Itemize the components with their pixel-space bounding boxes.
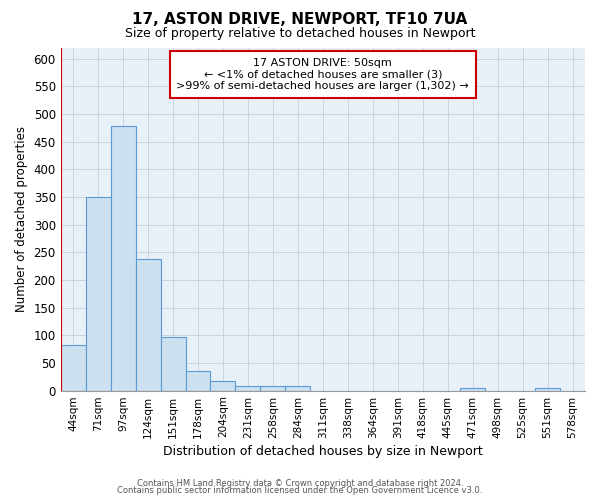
Bar [286, 386, 310, 390]
Text: Contains HM Land Registry data © Crown copyright and database right 2024.: Contains HM Land Registry data © Crown c… [137, 478, 463, 488]
Text: 17 ASTON DRIVE: 50sqm
← <1% of detached houses are smaller (3)
>99% of semi-deta: 17 ASTON DRIVE: 50sqm ← <1% of detached … [176, 58, 469, 91]
Bar [235, 386, 260, 390]
Bar [535, 388, 560, 390]
Bar [61, 344, 86, 391]
Y-axis label: Number of detached properties: Number of detached properties [15, 126, 28, 312]
Bar [185, 371, 211, 390]
X-axis label: Distribution of detached houses by size in Newport: Distribution of detached houses by size … [163, 444, 483, 458]
Bar [136, 260, 161, 390]
Text: Contains public sector information licensed under the Open Government Licence v3: Contains public sector information licen… [118, 486, 482, 495]
Bar [110, 126, 136, 390]
Text: Size of property relative to detached houses in Newport: Size of property relative to detached ho… [125, 28, 475, 40]
Bar [260, 386, 286, 390]
Bar [460, 388, 485, 390]
Text: 17, ASTON DRIVE, NEWPORT, TF10 7UA: 17, ASTON DRIVE, NEWPORT, TF10 7UA [133, 12, 467, 28]
Bar [86, 197, 110, 390]
Bar [211, 380, 235, 390]
Bar [161, 337, 185, 390]
